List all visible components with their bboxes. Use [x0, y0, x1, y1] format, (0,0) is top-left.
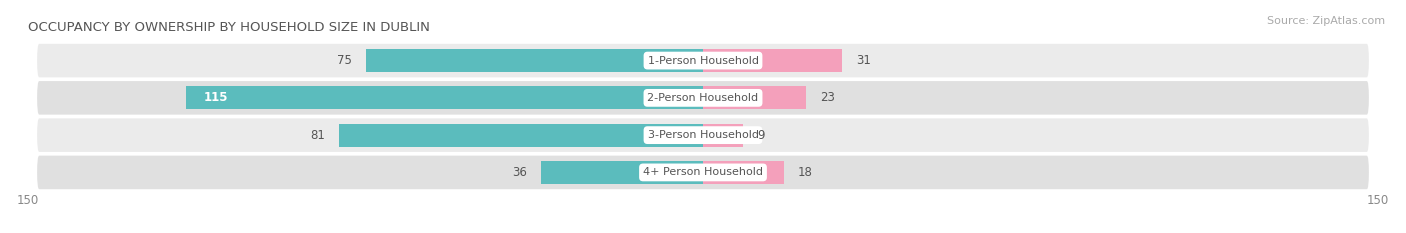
- Text: OCCUPANCY BY OWNERSHIP BY HOUSEHOLD SIZE IN DUBLIN: OCCUPANCY BY OWNERSHIP BY HOUSEHOLD SIZE…: [28, 21, 430, 34]
- FancyBboxPatch shape: [37, 156, 1369, 189]
- Text: 23: 23: [820, 91, 835, 104]
- FancyBboxPatch shape: [37, 118, 1369, 152]
- Bar: [703, 86, 807, 110]
- Text: Source: ZipAtlas.com: Source: ZipAtlas.com: [1267, 16, 1385, 26]
- Text: 2-Person Household: 2-Person Household: [647, 93, 759, 103]
- Bar: [703, 161, 785, 184]
- Bar: [186, 86, 703, 110]
- Text: 9: 9: [756, 129, 765, 142]
- Text: 4+ Person Household: 4+ Person Household: [643, 168, 763, 177]
- Bar: [366, 49, 703, 72]
- Bar: [339, 123, 703, 147]
- Text: 31: 31: [856, 54, 870, 67]
- Text: 81: 81: [311, 129, 325, 142]
- Text: 75: 75: [337, 54, 352, 67]
- Text: 18: 18: [797, 166, 813, 179]
- Text: 36: 36: [513, 166, 527, 179]
- Text: 1-Person Household: 1-Person Household: [648, 56, 758, 65]
- Bar: [703, 123, 744, 147]
- Bar: [703, 49, 842, 72]
- Bar: [541, 161, 703, 184]
- FancyBboxPatch shape: [37, 81, 1369, 115]
- Text: 115: 115: [204, 91, 228, 104]
- FancyBboxPatch shape: [37, 44, 1369, 77]
- Text: 3-Person Household: 3-Person Household: [648, 130, 758, 140]
